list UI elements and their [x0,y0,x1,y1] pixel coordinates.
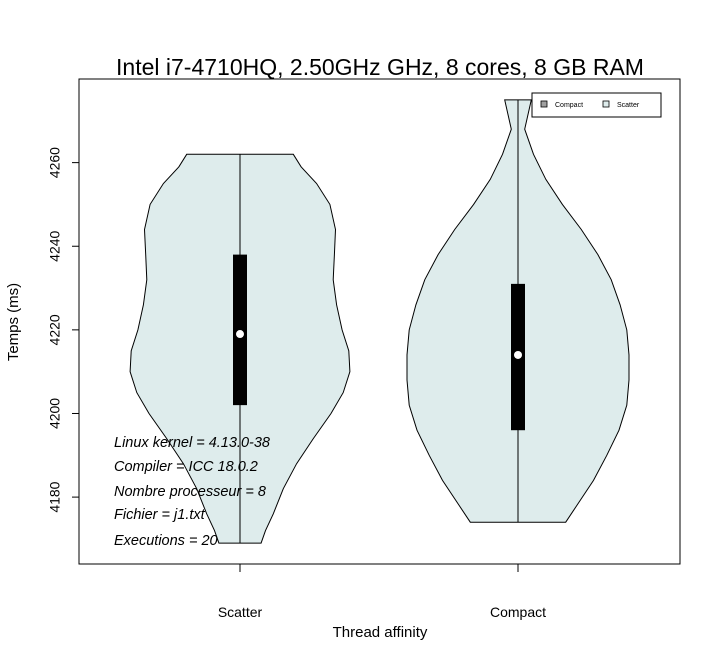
x-tick-label: Compact [490,604,546,620]
annotation-text: Nombre processeur = 8 [114,484,266,500]
annotations: Linux kernel = 4.13.0-38 Compiler = ICC 1… [114,435,270,549]
annotation-text: Fichier = j1.txt [114,507,206,523]
annotation-text: Compiler = ICC 18.0.2 [114,459,258,475]
y-tick-label: 4260 [47,147,63,178]
legend-swatch [540,100,548,108]
median-point-scatter [236,330,244,339]
median-point-compact [514,350,522,359]
y-axis: 4180 4200 4220 4240 4260 [47,147,80,513]
x-tick-label: Scatter [218,604,263,620]
y-tick-label: 4200 [47,398,63,429]
iqr-box-scatter [233,254,247,406]
y-tick-label: 4240 [47,230,63,261]
violins [129,99,630,544]
annotation-text: Executions = 20 [114,533,218,549]
y-axis-label: Temps (ms) [5,283,22,361]
legend-swatch [602,100,610,108]
y-tick-label: 4220 [47,314,63,345]
annotation-text: Linux kernel = 4.13.0-38 [114,435,270,451]
y-tick-label: 4180 [47,481,63,512]
chart-title: Intel i7-4710HQ, 2.50GHz GHz, 8 cores, 8… [116,54,644,80]
x-axis: Scatter Compact [218,563,546,620]
legend-label: Scatter [617,102,640,109]
legend-box [531,92,662,118]
legend-label: Compact [555,102,583,109]
x-axis-label: Thread affinity [333,624,428,641]
legend: Compact Scatter [531,92,662,118]
